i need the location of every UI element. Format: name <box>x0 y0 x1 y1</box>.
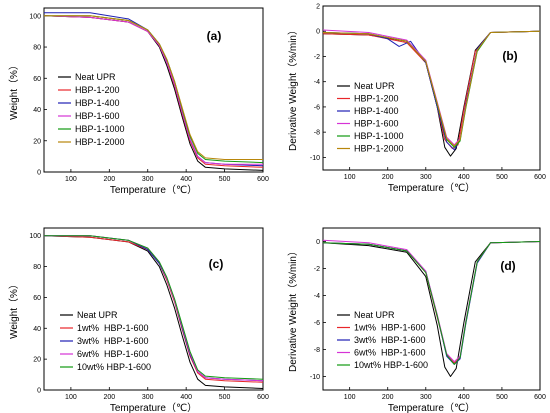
x-tick-label: 500 <box>496 394 508 401</box>
legend-entry: HBP-1-600 <box>354 119 399 129</box>
legend-entry: HBP-1-400 <box>75 98 120 108</box>
y-tick-label: 0 <box>316 239 320 246</box>
x-tick-label: 600 <box>534 394 546 401</box>
y-tick-label: -10 <box>310 374 320 381</box>
legend-entry: Neat UPR <box>75 72 116 82</box>
series-line-5 <box>323 241 540 365</box>
y-tick-label: -2 <box>314 266 320 273</box>
plot-frame <box>43 227 264 391</box>
panel-label: (c) <box>209 257 224 271</box>
y-tick-label: -4 <box>314 293 320 300</box>
legend-entry: 3wt% HBP-1-600 <box>77 336 149 346</box>
y-tick-label: 2 <box>316 4 320 11</box>
series-line-6 <box>323 30 540 147</box>
series-line-5 <box>44 235 263 380</box>
legend-entry: HBP-1-200 <box>75 85 120 95</box>
x-tick-label: 400 <box>180 394 192 401</box>
plot-frame <box>322 5 541 171</box>
x-axis-title: Temperature（℃） <box>388 402 475 413</box>
legend-entry: 1wt% HBP-1-600 <box>77 323 149 333</box>
y-tick-label: 0 <box>37 388 41 395</box>
legend-entry: 10wt% HBP-1-600 <box>354 360 428 370</box>
x-tick-label: 600 <box>534 174 546 181</box>
y-tick-label: -4 <box>314 79 320 86</box>
x-tick-label: 300 <box>142 176 154 183</box>
x-tick-label: 500 <box>219 176 231 183</box>
y-tick-label: 80 <box>33 264 41 271</box>
x-tick-label: 200 <box>103 394 115 401</box>
x-tick-label: 300 <box>420 394 432 401</box>
legend-entry: Neat UPR <box>354 310 395 320</box>
legend-entry: HBP-1-2000 <box>354 144 404 154</box>
legend-entry: HBP-1-1000 <box>75 124 125 134</box>
legend-entry: HBP-1-2000 <box>75 137 125 147</box>
x-tick-label: 200 <box>382 174 394 181</box>
x-tick-label: 400 <box>180 176 192 183</box>
y-tick-label: -8 <box>314 130 320 137</box>
panel-label: (d) <box>500 259 515 273</box>
series-line-1 <box>323 241 540 377</box>
legend-entry: 6wt% HBP-1-600 <box>354 348 426 358</box>
y-tick-label: 0 <box>316 29 320 36</box>
plot-frame <box>322 227 541 391</box>
y-tick-label: 80 <box>33 45 41 52</box>
y-tick-label: 20 <box>33 357 41 364</box>
x-tick-label: 300 <box>142 394 154 401</box>
y-tick-label: -6 <box>314 320 320 327</box>
y-tick-label: 40 <box>33 107 41 114</box>
x-tick-label: 500 <box>219 394 231 401</box>
legend-entry: HBP-1-1000 <box>354 131 404 141</box>
y-tick-label: -8 <box>314 347 320 354</box>
y-axis-title: Weight（%） <box>8 60 20 120</box>
y-tick-label: 20 <box>33 138 41 145</box>
chart-panel-4: 100 200 300 400 500 600 0 -2 -4 -6 -8 -10 Temperatur… <box>287 227 546 413</box>
x-tick-label: 100 <box>65 176 77 183</box>
y-tick-label: 100 <box>29 13 41 20</box>
legend-entry: HBP-1-200 <box>354 94 399 104</box>
x-tick-label: 500 <box>496 174 508 181</box>
x-tick-label: 400 <box>458 174 470 181</box>
x-tick-label: 300 <box>420 174 432 181</box>
panel-label: (b) <box>502 49 517 63</box>
x-axis-title: Temperature（℃） <box>110 184 197 196</box>
x-axis-title: Temperature（℃） <box>110 402 197 413</box>
y-axis-title: Derivative Weight（%/min） <box>287 246 299 372</box>
legend-entry: 6wt% HBP-1-600 <box>77 349 149 359</box>
y-tick-label: 100 <box>29 233 41 240</box>
y-axis-title: Weight（%） <box>8 279 20 339</box>
legend-entry: 3wt% HBP-1-600 <box>354 335 426 345</box>
chart-panel-2: 100 200 300 400 500 600 2 0 -2 -4 -6 -8 -10 Temperatu… <box>287 4 546 195</box>
plot-frame <box>43 7 264 173</box>
x-tick-label: 400 <box>458 394 470 401</box>
legend-entry: Neat UPR <box>354 81 395 91</box>
legend-entry: Neat UPR <box>77 310 118 320</box>
y-tick-label: 0 <box>37 170 41 177</box>
legend-entry: 10wt% HBP-1-600 <box>77 362 151 372</box>
series-line-6 <box>44 15 263 160</box>
x-tick-label: 200 <box>103 176 115 183</box>
y-tick-label: -6 <box>314 104 320 111</box>
legend-entry: 1wt% HBP-1-600 <box>354 323 426 333</box>
legend-entry: HBP-1-400 <box>354 106 399 116</box>
y-tick-label: 60 <box>33 295 41 302</box>
x-tick-label: 600 <box>257 394 269 401</box>
series-line-4 <box>44 15 263 165</box>
y-tick-label: -2 <box>314 54 320 61</box>
chart-panel-1: 100 200 300 400 500 600 0 20 40 60 80 100 Temperatur… <box>8 7 269 196</box>
chart-panel-3: 100 200 300 400 500 600 0 20 40 60 80 100 Temperatur… <box>8 227 269 413</box>
series-line-2 <box>44 235 263 383</box>
y-tick-label: -10 <box>310 155 320 162</box>
y-axis-title: Derivative Weight（%/min） <box>287 25 299 151</box>
x-tick-label: 200 <box>382 394 394 401</box>
y-tick-label: 60 <box>33 76 41 83</box>
panel-label: (a) <box>207 29 222 43</box>
x-tick-label: 600 <box>257 176 269 183</box>
x-axis-title: Temperature（℃） <box>388 182 475 194</box>
x-tick-label: 100 <box>344 174 356 181</box>
x-tick-label: 100 <box>65 394 77 401</box>
x-tick-label: 100 <box>344 394 356 401</box>
y-tick-label: 40 <box>33 326 41 333</box>
legend-entry: HBP-1-600 <box>75 111 120 121</box>
